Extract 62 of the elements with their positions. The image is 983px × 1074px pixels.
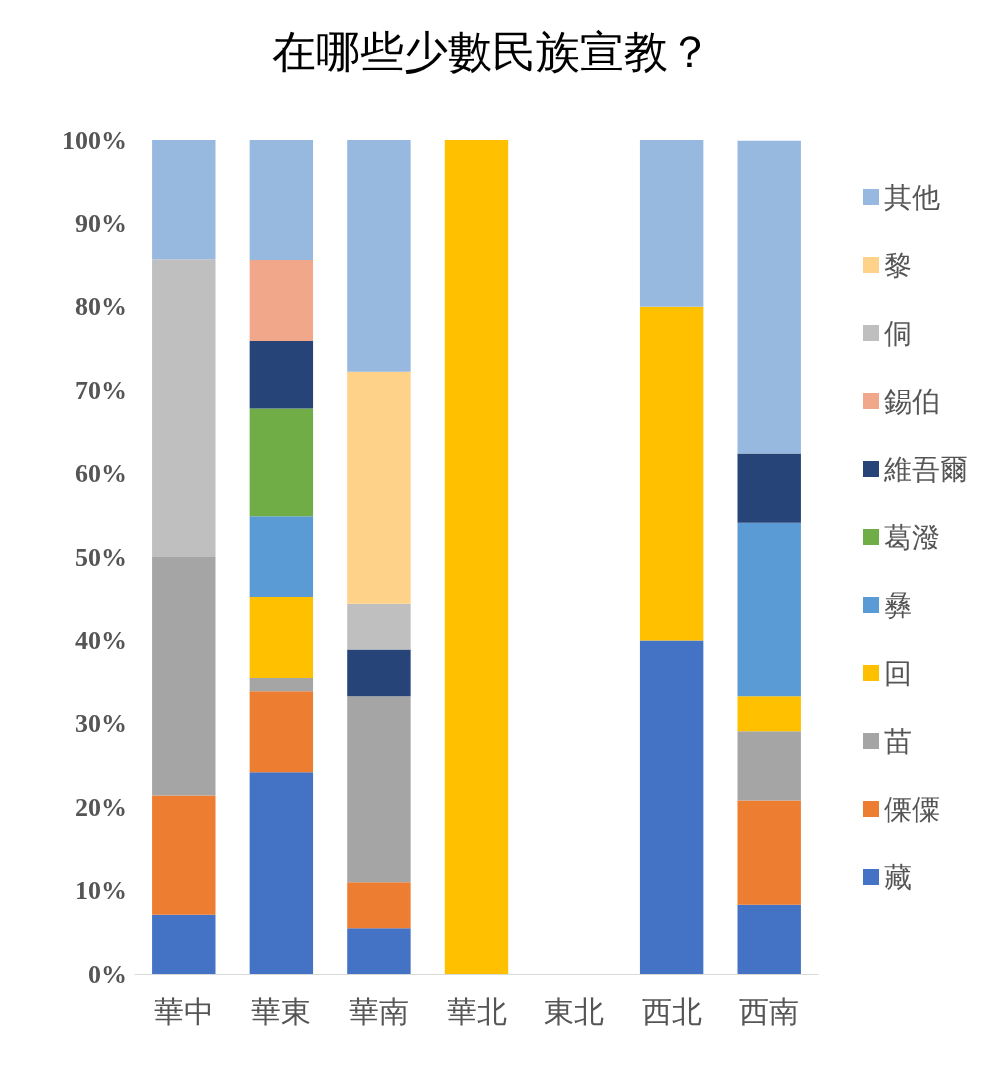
bar <box>639 640 704 974</box>
bar <box>249 597 314 678</box>
bar <box>347 603 411 650</box>
legend-label: 黎 <box>884 249 912 281</box>
bar <box>347 649 411 697</box>
y-tick-label: 0% <box>88 959 127 989</box>
chart-title: 在哪些少數民族宣教？ <box>271 27 712 77</box>
y-tick-label: 30% <box>75 709 127 739</box>
bar <box>639 140 704 307</box>
legend-label: 錫伯 <box>884 385 940 417</box>
legend-label: 藏 <box>884 861 912 893</box>
bar <box>737 453 801 523</box>
legend-label: 其他 <box>884 181 940 213</box>
x-tick-label: 華中 <box>153 994 214 1028</box>
bar <box>249 691 314 773</box>
bar <box>152 557 216 796</box>
bar <box>249 772 314 974</box>
bar <box>639 306 704 641</box>
bar <box>347 371 411 604</box>
bar <box>737 904 801 974</box>
bar <box>249 677 314 692</box>
y-tick-label: 20% <box>75 792 127 822</box>
bar <box>152 259 216 557</box>
bar <box>249 140 314 261</box>
bar <box>152 795 216 915</box>
legend-label: 回 <box>884 657 912 689</box>
x-tick-label: 華北 <box>446 994 507 1028</box>
bar <box>152 914 216 974</box>
bar <box>249 260 314 341</box>
x-tick-label: 西南 <box>739 994 800 1028</box>
bar <box>152 140 216 260</box>
x-tick-label: 東北 <box>544 994 605 1028</box>
bar <box>347 140 411 372</box>
legend-label: 侗 <box>884 317 912 349</box>
legend-label: 維吾爾 <box>883 453 968 485</box>
x-tick-label: 華東 <box>251 994 312 1028</box>
y-tick-label: 70% <box>75 375 127 405</box>
x-tick-label: 西北 <box>641 994 702 1028</box>
y-tick-label: 90% <box>75 208 127 238</box>
bar <box>347 696 411 883</box>
bar <box>737 140 801 454</box>
bar <box>737 522 801 697</box>
bar <box>347 882 411 929</box>
y-tick-label: 10% <box>75 876 127 906</box>
bar <box>347 928 411 974</box>
y-tick-label: 100% <box>62 125 127 155</box>
bar <box>249 340 314 409</box>
bar <box>737 800 801 905</box>
legend-label: 彝 <box>884 589 912 621</box>
y-tick-label: 40% <box>75 625 127 655</box>
bar <box>249 516 314 598</box>
y-tick-label: 50% <box>75 542 127 572</box>
bar <box>249 408 314 517</box>
legend-label: 苗 <box>884 725 912 757</box>
y-tick-label: 60% <box>75 459 127 489</box>
bar <box>444 140 509 974</box>
legend-label: 葛潑 <box>884 521 940 553</box>
bar <box>737 696 801 732</box>
bar <box>737 731 801 801</box>
x-tick-label: 華南 <box>348 994 409 1028</box>
y-tick-label: 80% <box>75 292 127 322</box>
legend-label: 傈僳 <box>884 793 940 825</box>
